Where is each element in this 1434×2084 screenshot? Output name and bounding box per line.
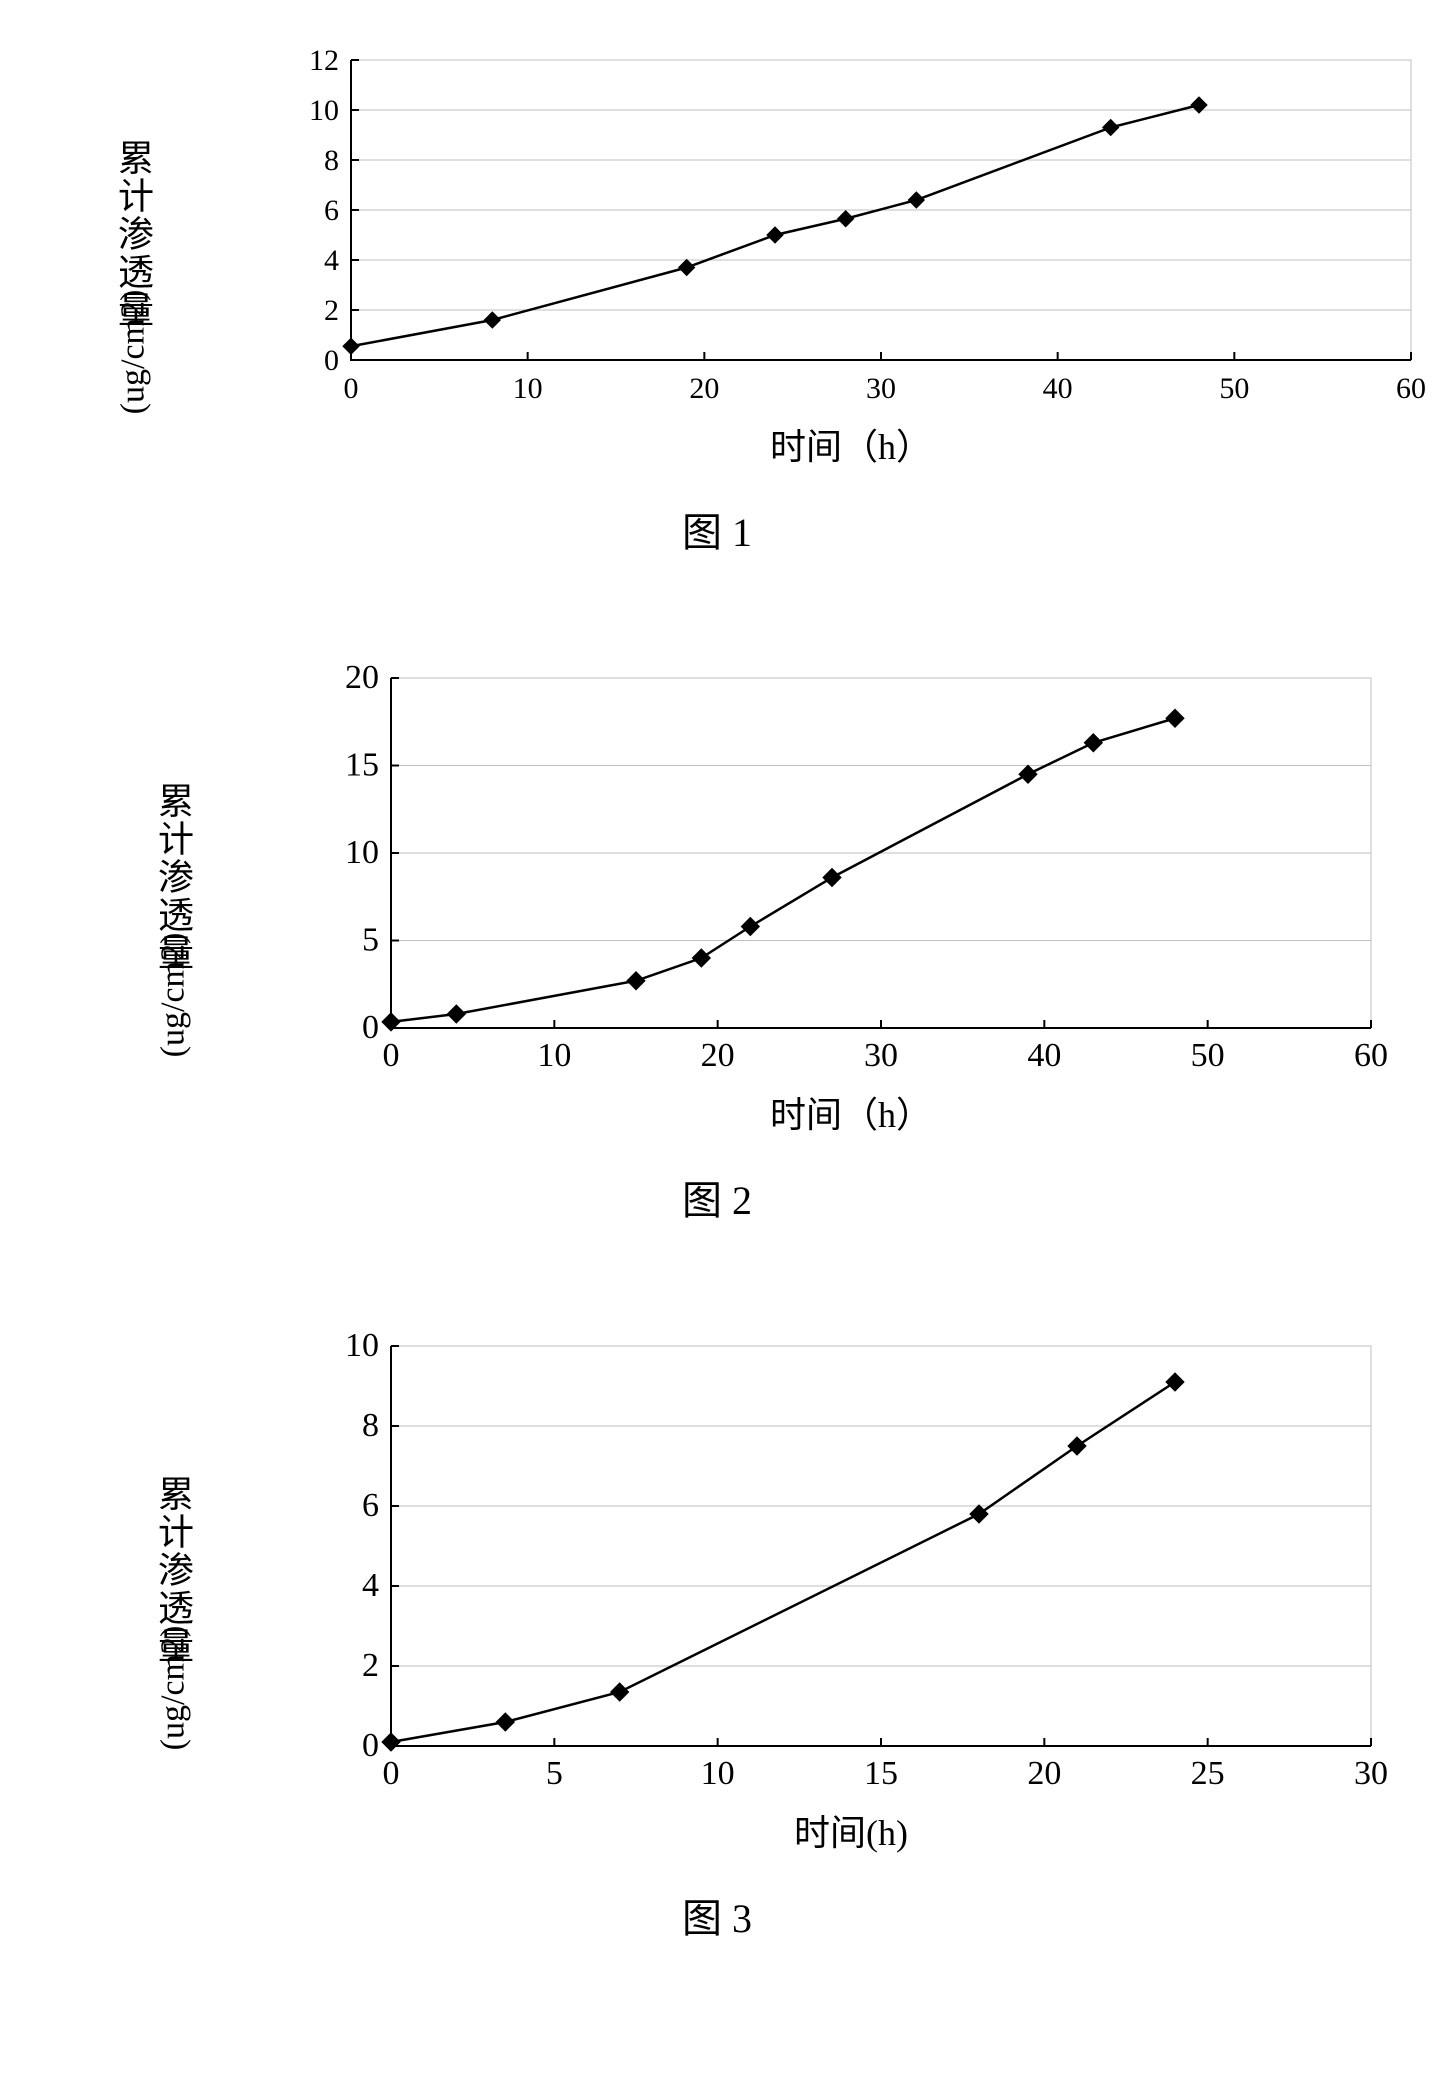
svg-text:10: 10 bbox=[701, 1755, 735, 1792]
svg-text:6: 6 bbox=[362, 1487, 379, 1524]
ylabel-group-3: 累计渗透量 (ug/cm2) bbox=[43, 1475, 303, 1707]
svg-text:50: 50 bbox=[1191, 1037, 1225, 1074]
svg-text:25: 25 bbox=[1191, 1755, 1225, 1792]
xlabel-2: 时间（h） bbox=[770, 1086, 932, 1138]
ylabel-group-1: 累计渗透量 (ug/cm2) bbox=[3, 139, 263, 371]
svg-text:0: 0 bbox=[324, 344, 339, 377]
svg-text:60: 60 bbox=[1396, 372, 1426, 405]
svg-text:15: 15 bbox=[345, 747, 379, 784]
chart-svg-2: 0 5 10 15 20 0 10 20 30 40 50 60 bbox=[311, 658, 1391, 1078]
svg-text:20: 20 bbox=[1027, 1755, 1061, 1792]
svg-text:30: 30 bbox=[866, 372, 896, 405]
ylabel-unit-1: (ug/cm2) bbox=[114, 290, 152, 415]
xlabel-3: 时间(h) bbox=[794, 1804, 908, 1856]
svg-text:0: 0 bbox=[383, 1037, 400, 1074]
svg-text:10: 10 bbox=[513, 372, 543, 405]
chart-wrap-1: 累计渗透量 (ug/cm2) 0246810120102030405060 时间… bbox=[20, 40, 1414, 470]
svg-text:30: 30 bbox=[1354, 1755, 1388, 1792]
svg-text:0: 0 bbox=[383, 1755, 400, 1792]
svg-text:4: 4 bbox=[362, 1567, 379, 1604]
chart-svg-3: 0 2 4 6 8 10 0 5 10 15 20 25 30 bbox=[311, 1326, 1391, 1796]
svg-text:0: 0 bbox=[362, 1009, 379, 1046]
figure-3: 累计渗透量 (ug/cm2) 0 2 4 6 8 10 0 5 10 15 20 25 30 时间(h)… bbox=[20, 1326, 1414, 1944]
svg-text:15: 15 bbox=[864, 1755, 898, 1792]
ylabel-unit-2: (ug/cm2) bbox=[154, 933, 192, 1058]
svg-text:20: 20 bbox=[345, 659, 379, 696]
ylabel-unit-3: (ug/cm2) bbox=[154, 1626, 192, 1751]
svg-text:0: 0 bbox=[344, 372, 359, 405]
svg-text:20: 20 bbox=[689, 372, 719, 405]
svg-text:12: 12 bbox=[309, 44, 339, 77]
figure-1: 累计渗透量 (ug/cm2) 0246810120102030405060 时间… bbox=[20, 40, 1414, 558]
caption-3: 图 3 bbox=[20, 1886, 1414, 1944]
svg-text:60: 60 bbox=[1354, 1037, 1388, 1074]
svg-text:5: 5 bbox=[546, 1755, 563, 1792]
svg-text:30: 30 bbox=[864, 1037, 898, 1074]
caption-2: 图 2 bbox=[20, 1168, 1414, 1226]
svg-text:10: 10 bbox=[345, 1327, 379, 1364]
svg-text:5: 5 bbox=[362, 922, 379, 959]
svg-text:10: 10 bbox=[537, 1037, 571, 1074]
svg-text:10: 10 bbox=[309, 94, 339, 127]
svg-text:40: 40 bbox=[1027, 1037, 1061, 1074]
plot-col-3: 0 2 4 6 8 10 0 5 10 15 20 25 30 时间(h) bbox=[311, 1326, 1391, 1856]
svg-text:10: 10 bbox=[345, 834, 379, 871]
svg-text:4: 4 bbox=[324, 244, 339, 277]
chart-wrap-2: 累计渗透量 (ug/cm2) 0 5 10 15 20 0 10 20 30 40 50 60 时间（… bbox=[20, 658, 1414, 1138]
svg-text:2: 2 bbox=[362, 1647, 379, 1684]
svg-text:20: 20 bbox=[701, 1037, 735, 1074]
plot-col-2: 0 5 10 15 20 0 10 20 30 40 50 60 时间（h） bbox=[311, 658, 1391, 1138]
caption-1: 图 1 bbox=[20, 500, 1414, 558]
svg-text:40: 40 bbox=[1043, 372, 1073, 405]
svg-text:8: 8 bbox=[362, 1407, 379, 1444]
xlabel-1: 时间（h） bbox=[770, 418, 932, 470]
svg-text:0: 0 bbox=[362, 1727, 379, 1764]
svg-text:50: 50 bbox=[1219, 372, 1249, 405]
figure-2: 累计渗透量 (ug/cm2) 0 5 10 15 20 0 10 20 30 40 50 60 时间（… bbox=[20, 658, 1414, 1226]
svg-text:2: 2 bbox=[324, 294, 339, 327]
ylabel-group-2: 累计渗透量 (ug/cm2) bbox=[43, 782, 303, 1014]
svg-text:6: 6 bbox=[324, 194, 339, 227]
plot-col-1: 0 2 4 6 8 10 12 0 10 20 30 40 50 60 时间（h） bbox=[271, 40, 1431, 470]
svg-text:8: 8 bbox=[324, 144, 339, 177]
chart-wrap-3: 累计渗透量 (ug/cm2) 0 2 4 6 8 10 0 5 10 15 20 25 30 时间(h) bbox=[20, 1326, 1414, 1856]
chart-svg-1: 0 2 4 6 8 10 12 0 10 20 30 40 50 60 bbox=[271, 40, 1431, 410]
